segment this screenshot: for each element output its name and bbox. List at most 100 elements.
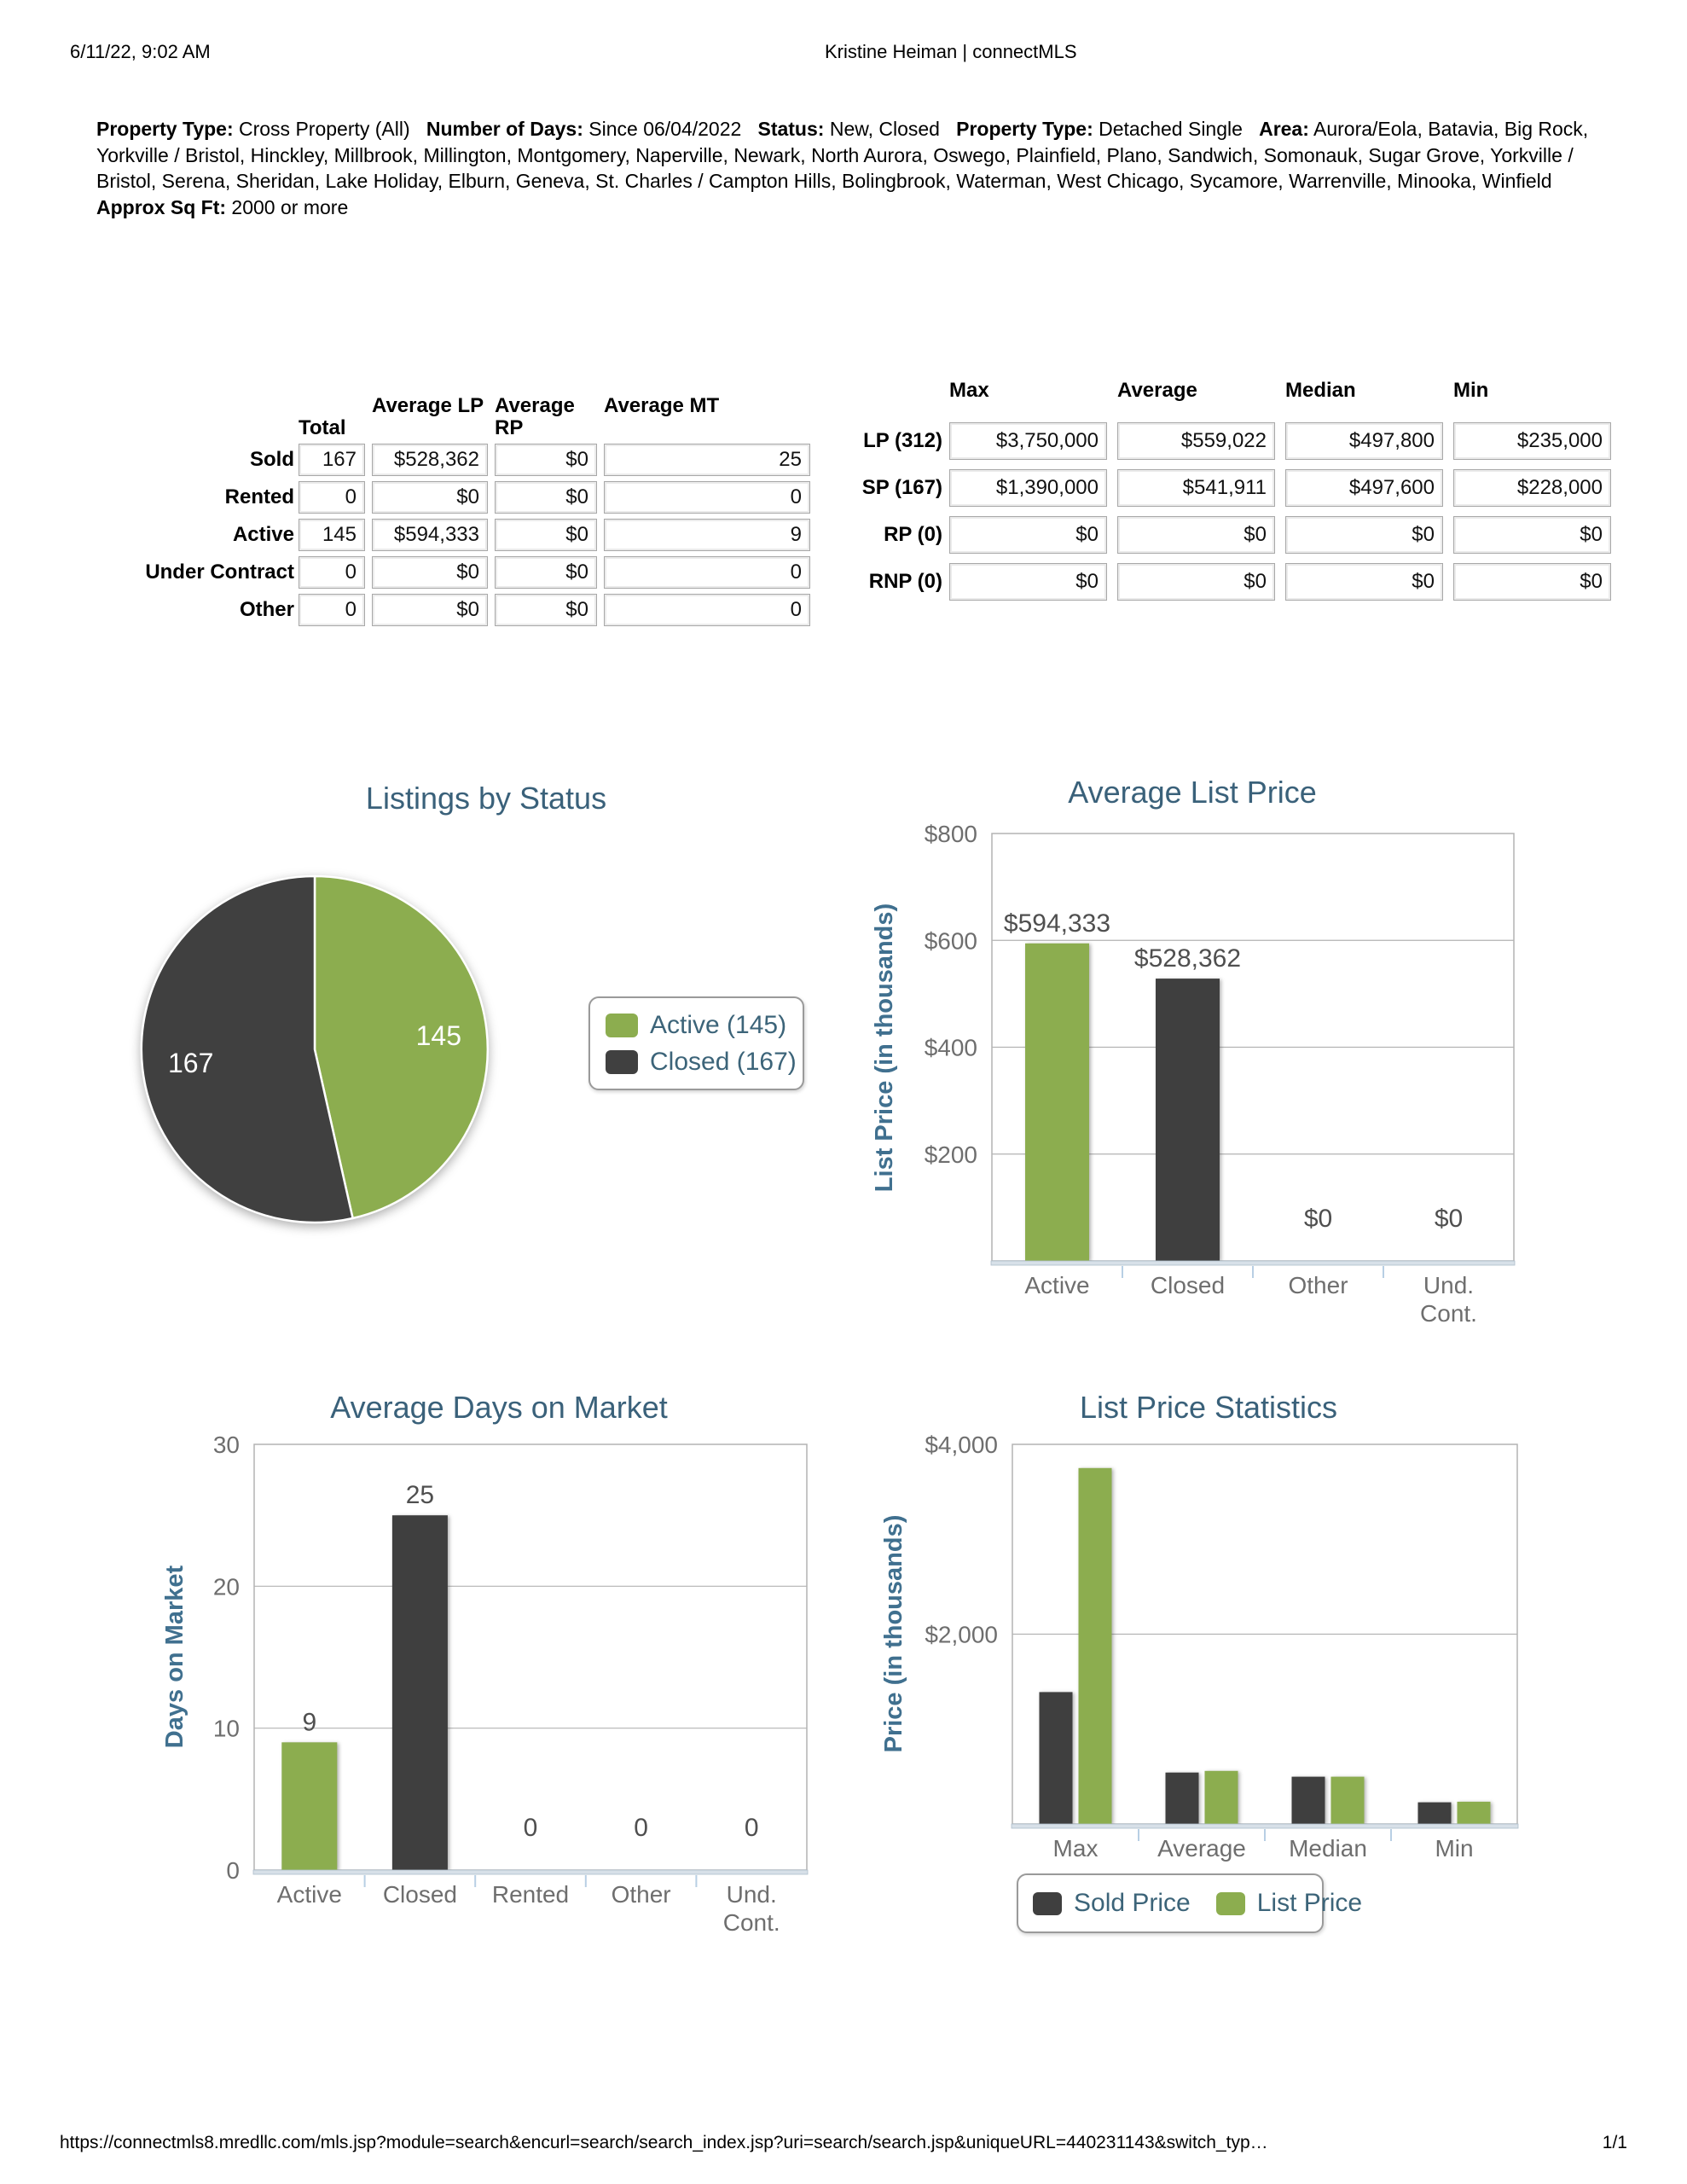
- x-category-label: Und.: [1423, 1272, 1474, 1298]
- criteria-label: Status:: [757, 118, 825, 140]
- y-tick-label: 20: [213, 1573, 240, 1600]
- chart-title-list-price-statistics: List Price Statistics: [1079, 1390, 1338, 1425]
- bar-sold-price: [1291, 1776, 1325, 1824]
- bar-active: [281, 1742, 338, 1870]
- y-axis-title: Days on Market: [161, 1565, 188, 1748]
- bar-sold-price: [1417, 1802, 1452, 1824]
- legend-item: List Price: [1215, 1889, 1363, 1918]
- legend-swatch-icon: [1033, 1891, 1062, 1915]
- legend-item: Active (145): [606, 1011, 803, 1040]
- x-category-label: Active: [277, 1881, 342, 1908]
- value-box: $0: [1285, 516, 1443, 554]
- column-header: Max: [949, 379, 989, 402]
- legend-swatch-icon: [606, 1013, 638, 1037]
- value-box: $497,600: [1285, 469, 1443, 507]
- list-price-statistics-legend: Sold Price List Price: [1017, 1873, 1362, 1933]
- y-axis-title: List Price (in thousands): [871, 903, 898, 1192]
- print-footer-url: https://connectmls8.mredllc.com/mls.jsp?…: [60, 2133, 1268, 2152]
- chart-title-average-days-on-market: Average Days on Market: [330, 1390, 668, 1425]
- column-header: Average RP: [495, 394, 575, 439]
- y-tick-label: $4,000: [925, 1432, 998, 1458]
- y-tick-label: $600: [925, 927, 977, 954]
- x-category-label: Min: [1435, 1835, 1473, 1862]
- pie-slice-value-label: 145: [416, 1020, 461, 1051]
- value-box: $0: [372, 481, 488, 514]
- value-box: $228,000: [1453, 469, 1611, 507]
- legend-item: Closed (167): [606, 1048, 803, 1077]
- value-box: 167: [299, 444, 365, 476]
- row-label: SP (167): [861, 476, 942, 499]
- value-box: $0: [495, 556, 597, 589]
- value-box: $1,390,000: [949, 469, 1107, 507]
- bar-list-price: [1204, 1770, 1238, 1824]
- value-box: 0: [604, 556, 810, 589]
- bar-list-price: [1457, 1801, 1491, 1824]
- column-header: Min: [1453, 379, 1489, 402]
- criteria-label: Area:: [1259, 118, 1309, 140]
- bar-sold-price: [1165, 1772, 1199, 1824]
- value-box: 145: [299, 519, 365, 551]
- pie-chart-listings-by-status: 145 167: [140, 874, 490, 1224]
- value-box: 0: [604, 594, 810, 626]
- row-label: Rented: [224, 485, 294, 508]
- x-axis-line: [252, 1869, 809, 1875]
- value-box: $0: [495, 481, 597, 514]
- value-box: $0: [372, 594, 488, 626]
- x-category-label: Active: [1024, 1272, 1089, 1298]
- row-label: Active: [232, 523, 294, 546]
- value-box: $594,333: [372, 519, 488, 551]
- y-tick-label: 10: [213, 1716, 240, 1742]
- value-box: 0: [299, 556, 365, 589]
- value-box: $0: [495, 519, 597, 551]
- print-header: 6/11/22, 9:02 AM Kristine Heiman | conne…: [0, 41, 1687, 67]
- column-header: Median: [1285, 379, 1356, 402]
- legend-item-label: Active (145): [650, 1010, 787, 1039]
- value-box: 0: [299, 481, 365, 514]
- x-category-label: Cont.: [723, 1909, 780, 1936]
- bar-value-label: $0: [1304, 1205, 1332, 1233]
- value-box: $3,750,000: [949, 422, 1107, 460]
- legend-swatch-icon: [1215, 1891, 1245, 1915]
- x-category-label: Closed: [1151, 1272, 1225, 1298]
- x-axis-line: [1011, 1823, 1519, 1829]
- print-title: Kristine Heiman | connectMLS: [825, 41, 1077, 62]
- search-criteria: Property Type: Cross Property (All) Numb…: [96, 118, 1589, 218]
- value-box: $0: [1285, 563, 1443, 601]
- bar-closed: [391, 1515, 448, 1870]
- value-box: 0: [604, 481, 810, 514]
- bar-value-label: $528,362: [1134, 944, 1241, 973]
- y-tick-label: $400: [925, 1035, 977, 1061]
- value-box: 9: [604, 519, 810, 551]
- value-box: $497,800: [1285, 422, 1443, 460]
- legend-item-label: List Price: [1256, 1889, 1363, 1917]
- price-statistics-table: Max Average Median Min LP (312) $3,750,000 $55…: [844, 380, 1620, 610]
- criteria-label: Approx Sq Ft:: [96, 195, 227, 218]
- value-box: $559,022: [1117, 422, 1275, 460]
- column-header: Total: [299, 416, 346, 439]
- value-box: $235,000: [1453, 422, 1611, 460]
- legend-item-label: Closed (167): [650, 1047, 797, 1076]
- bar-value-label: 0: [634, 1814, 648, 1842]
- bar-value-label: 25: [406, 1481, 434, 1509]
- value-box: $0: [495, 444, 597, 476]
- status-summary-table: Total Average LP Average RP Average MT Sold 1…: [68, 380, 819, 636]
- pie-slice-active: [313, 874, 490, 1220]
- bar-sold-price: [1039, 1692, 1073, 1824]
- bar-value-label: 0: [524, 1814, 538, 1842]
- row-label: Sold: [250, 448, 294, 471]
- value-box: $0: [372, 556, 488, 589]
- value-box: 0: [299, 594, 365, 626]
- x-category-label: Rented: [492, 1881, 569, 1908]
- legend-swatch-icon: [606, 1049, 638, 1074]
- value-box: $0: [949, 563, 1107, 601]
- print-footer: https://connectmls8.mredllc.com/mls.jsp?…: [60, 2133, 1627, 2153]
- column-header: Average MT: [604, 394, 720, 417]
- x-category-label: Other: [612, 1881, 671, 1908]
- value-box: $0: [1117, 516, 1275, 554]
- row-label: Under Contract: [145, 561, 294, 584]
- legend-item-label: Sold Price: [1074, 1889, 1191, 1917]
- bar-value-label: 9: [302, 1708, 316, 1736]
- y-tick-label: $200: [925, 1141, 977, 1168]
- bar-list-price: [1078, 1467, 1112, 1824]
